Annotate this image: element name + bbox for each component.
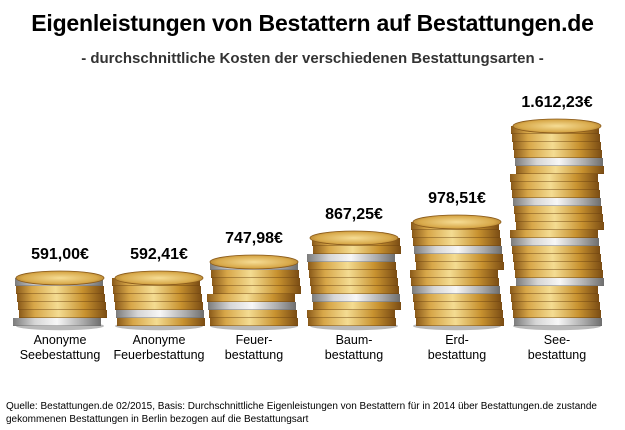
value-label: 867,25€ xyxy=(325,206,383,223)
value-label: 747,98€ xyxy=(225,230,283,247)
category-label: Anonyme Seebestattung xyxy=(19,333,101,362)
bar-coin-stack xyxy=(13,270,107,331)
bar-coin-stack xyxy=(510,118,604,331)
category-label: Feuer-bestattung xyxy=(224,333,284,362)
value-label: 1.612,23€ xyxy=(521,94,593,111)
value-label: 592,41€ xyxy=(130,246,188,263)
chart-subtitle: - durchschnittliche Kosten der verschied… xyxy=(81,50,544,67)
bar-coin-stack xyxy=(307,230,401,331)
chart-title: Eigenleistungen von Bestattern auf Besta… xyxy=(31,10,594,36)
category-label: Baum-bestattung xyxy=(324,333,384,362)
bar-coin-stack xyxy=(410,214,504,331)
chart-area xyxy=(13,118,604,331)
bar-coin-stack xyxy=(207,254,301,331)
value-label: 591,00€ xyxy=(31,246,89,263)
bar-coin-stack xyxy=(112,270,205,331)
category-label: See-bestattung xyxy=(527,333,587,362)
source-note: Quelle: Bestattungen.de 02/2015, Basis: … xyxy=(6,401,597,425)
category-label: Anonyme Feuerbestattung xyxy=(113,333,205,362)
value-label: 978,51€ xyxy=(428,190,486,207)
category-label: Erd-bestattung xyxy=(427,333,487,362)
